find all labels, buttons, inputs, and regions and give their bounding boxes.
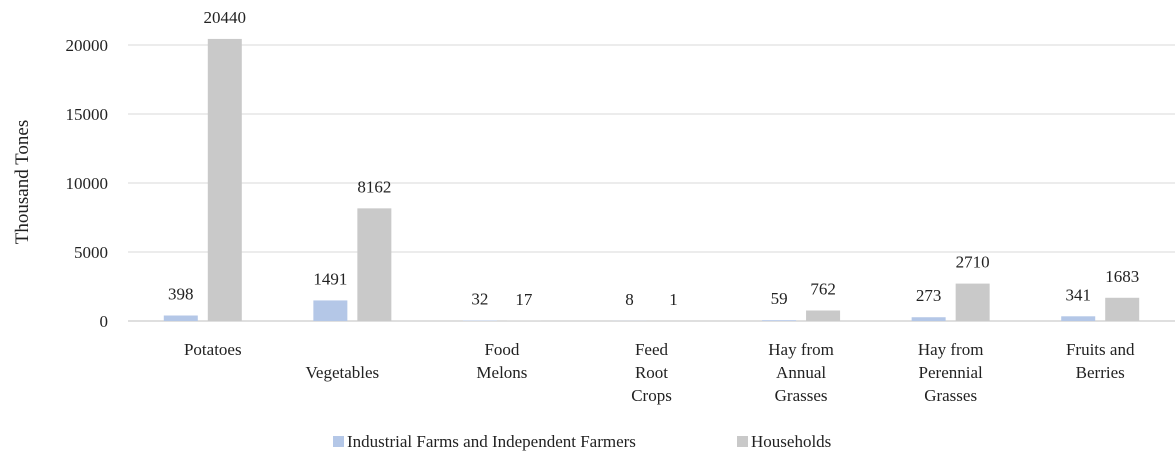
data-label: 20440 bbox=[204, 8, 247, 27]
x-tick-label: Fruits and bbox=[1066, 340, 1135, 359]
bar-households bbox=[1105, 297, 1140, 321]
y-axis: 0 5000 10000 15000 20000 bbox=[66, 36, 109, 331]
x-tick-label: Root bbox=[635, 363, 668, 382]
bar-farms bbox=[163, 315, 198, 321]
legend-swatch bbox=[333, 436, 344, 447]
data-label: 59 bbox=[771, 289, 788, 308]
data-label: 341 bbox=[1065, 285, 1091, 304]
x-tick-label: Grasses bbox=[775, 386, 828, 405]
data-label: 2710 bbox=[956, 253, 990, 272]
y-tick-label: 5000 bbox=[74, 243, 108, 262]
data-label: 1683 bbox=[1105, 267, 1139, 286]
x-tick-label: Crops bbox=[631, 386, 672, 405]
data-label: 32 bbox=[471, 290, 488, 309]
x-tick-label: Perennial bbox=[919, 363, 983, 382]
x-tick-label: Vegetables bbox=[306, 363, 380, 382]
data-label: 398 bbox=[168, 285, 194, 304]
bar-farms bbox=[1061, 316, 1096, 321]
y-tick-label: 10000 bbox=[66, 174, 109, 193]
legend-swatch bbox=[737, 436, 748, 447]
bar-households bbox=[806, 310, 841, 321]
data-label: 17 bbox=[515, 290, 533, 309]
x-tick-label: Food bbox=[484, 340, 519, 359]
bar-households bbox=[955, 283, 990, 321]
data-label: 762 bbox=[810, 279, 836, 298]
x-axis: Potatoes Vegetables Food Melons Feed Root Crop… bbox=[184, 340, 1135, 405]
data-label: 273 bbox=[916, 286, 942, 305]
bars: 398 20440 1491 8162 32 17 8 1 59 762 273 2710 341 168… bbox=[163, 8, 1140, 321]
bar-households bbox=[207, 38, 242, 321]
legend: Industrial Farms and Independent Farmers… bbox=[333, 432, 831, 451]
x-tick-label: Berries bbox=[1076, 363, 1125, 382]
y-tick-label: 20000 bbox=[66, 36, 109, 55]
bar-households bbox=[357, 208, 392, 321]
data-label: 8162 bbox=[357, 177, 391, 196]
bar-farms bbox=[911, 317, 946, 321]
x-tick-label: Potatoes bbox=[184, 340, 242, 359]
gridlines bbox=[128, 44, 1175, 322]
y-tick-label: 0 bbox=[100, 312, 109, 331]
data-label: 8 bbox=[625, 290, 634, 309]
bar-farms bbox=[762, 320, 797, 321]
legend-label: Households bbox=[751, 432, 831, 451]
x-tick-label: Melons bbox=[476, 363, 527, 382]
x-tick-label: Hay from bbox=[768, 340, 834, 359]
y-tick-label: 15000 bbox=[66, 105, 109, 124]
x-tick-label: Annual bbox=[776, 363, 826, 382]
x-tick-label: Grasses bbox=[924, 386, 977, 405]
bar-farms bbox=[313, 300, 348, 321]
data-label: 1491 bbox=[313, 269, 347, 288]
y-axis-title: Thousand Tones bbox=[12, 120, 33, 244]
x-tick-label: Hay from bbox=[918, 340, 984, 359]
legend-label: Industrial Farms and Independent Farmers bbox=[347, 432, 636, 451]
data-label: 1 bbox=[669, 290, 678, 309]
x-tick-label: Feed bbox=[635, 340, 669, 359]
